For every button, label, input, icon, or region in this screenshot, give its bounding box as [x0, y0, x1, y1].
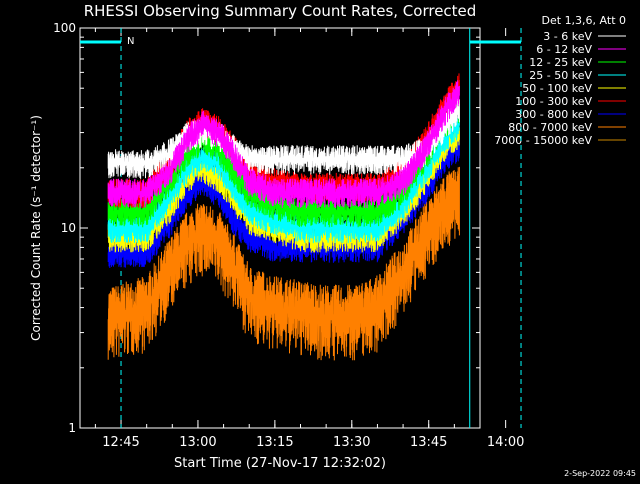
night-label: N [127, 36, 134, 47]
x-tick-label: 13:30 [333, 435, 370, 450]
legend-header: Det 1,3,6, Att 0 [542, 14, 626, 27]
legend-label: 800 - 7000 keV [508, 121, 592, 134]
x-axis-label: Start Time (27-Nov-17 12:32:02) [174, 456, 386, 471]
x-tick-label: 13:00 [179, 435, 216, 450]
series-1 [107, 80, 460, 209]
legend-label: 7000 - 15000 keV [494, 134, 592, 147]
y-tick-label: 10 [61, 221, 76, 235]
series-line [107, 166, 460, 361]
legend-label: 300 - 800 keV [515, 108, 592, 121]
legend-label: 100 - 300 keV [515, 95, 592, 108]
series-0 [107, 96, 460, 179]
legend-label: 50 - 100 keV [522, 82, 592, 95]
y-tick-label: 100 [53, 21, 76, 35]
series-2 [107, 97, 460, 228]
legend-label: 6 - 12 keV [536, 43, 592, 56]
x-tick-label: 13:15 [256, 435, 293, 450]
series-line [107, 97, 460, 228]
x-tick-label: 14:00 [487, 435, 524, 450]
series-line [107, 96, 460, 179]
legend-label: 25 - 50 keV [529, 69, 592, 82]
chart-title: RHESSI Observing Summary Count Rates, Co… [84, 2, 477, 20]
y-axis-label: Corrected Count Rate (s⁻¹ detector⁻¹) [29, 115, 43, 341]
series-line [107, 80, 460, 209]
series-7 [107, 166, 460, 361]
legend-label: 3 - 6 keV [543, 30, 592, 43]
x-tick-label: 12:45 [102, 435, 139, 450]
plot-area: 1 10 100 12:45 13:00 13:15 13:30 13:45 14:00 N [53, 21, 524, 450]
footer-timestamp: 2-Sep-2022 09:45 [564, 469, 636, 478]
y-tick-label: 1 [68, 421, 76, 435]
legend-label: 12 - 25 keV [529, 56, 592, 69]
x-tick-label: 13:45 [410, 435, 447, 450]
